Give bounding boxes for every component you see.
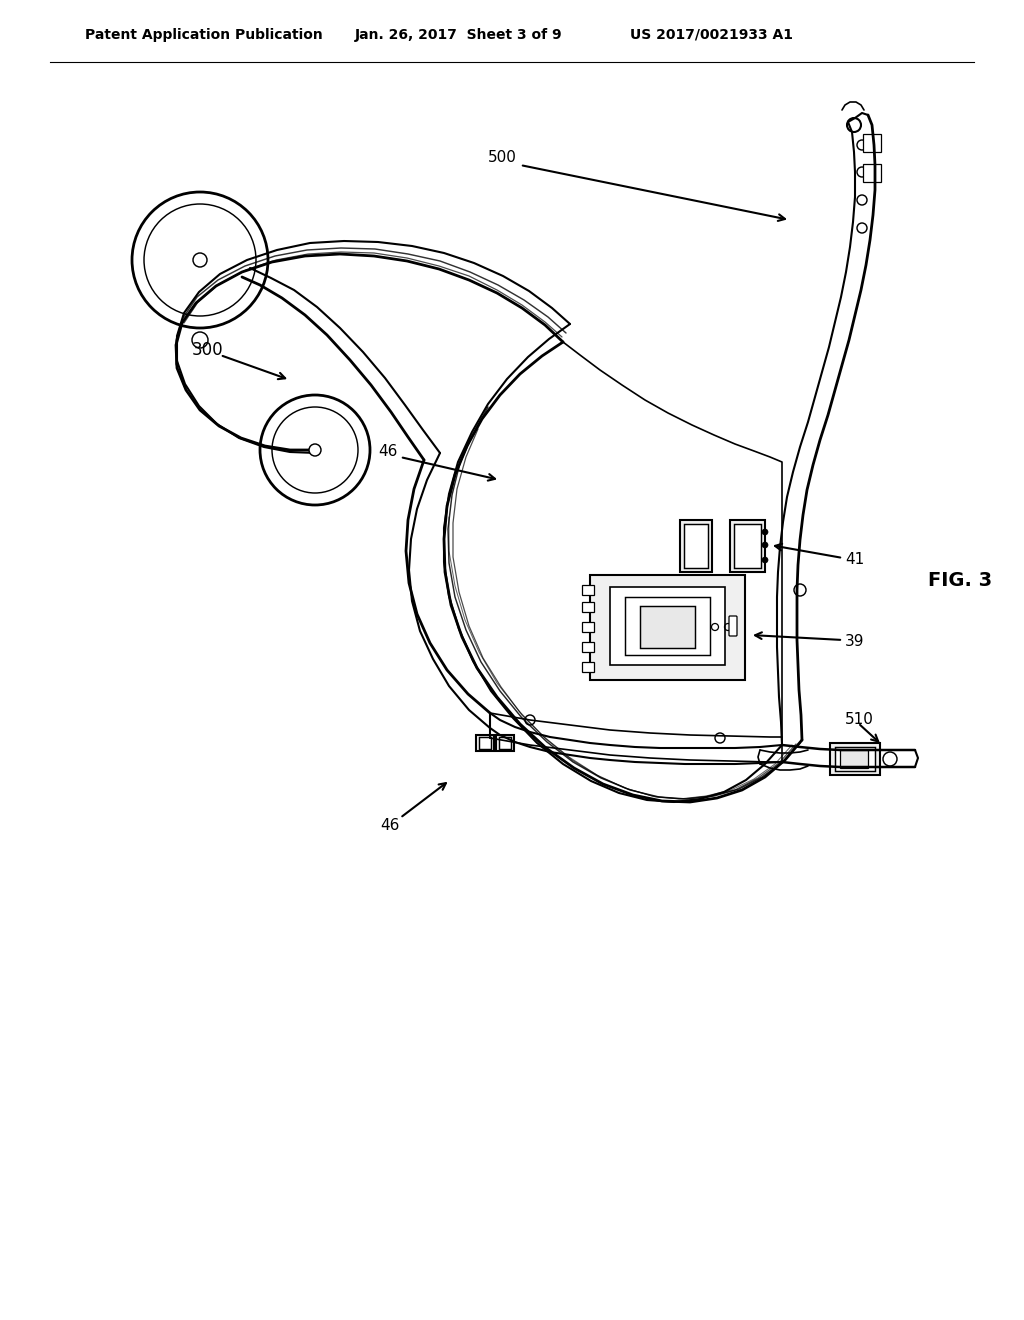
Circle shape — [193, 253, 207, 267]
Text: 46: 46 — [380, 817, 399, 833]
FancyBboxPatch shape — [496, 735, 514, 751]
FancyBboxPatch shape — [582, 642, 594, 652]
FancyBboxPatch shape — [479, 737, 490, 748]
FancyBboxPatch shape — [590, 576, 745, 680]
Text: 500: 500 — [488, 150, 517, 165]
Text: 41: 41 — [845, 553, 864, 568]
FancyBboxPatch shape — [863, 135, 881, 152]
FancyBboxPatch shape — [863, 164, 881, 182]
FancyBboxPatch shape — [582, 585, 594, 595]
FancyBboxPatch shape — [582, 622, 594, 632]
Text: 46: 46 — [378, 445, 397, 459]
FancyBboxPatch shape — [476, 735, 494, 751]
Text: FIG. 3: FIG. 3 — [928, 570, 992, 590]
FancyBboxPatch shape — [582, 602, 594, 612]
Circle shape — [762, 557, 768, 564]
FancyBboxPatch shape — [830, 743, 880, 775]
Text: 39: 39 — [845, 635, 864, 649]
FancyBboxPatch shape — [730, 520, 765, 572]
FancyBboxPatch shape — [729, 616, 737, 636]
FancyBboxPatch shape — [734, 524, 761, 568]
FancyBboxPatch shape — [625, 597, 710, 655]
FancyBboxPatch shape — [840, 750, 868, 768]
Circle shape — [762, 543, 768, 548]
Text: Patent Application Publication: Patent Application Publication — [85, 28, 323, 42]
Text: 300: 300 — [193, 341, 223, 359]
FancyBboxPatch shape — [582, 663, 594, 672]
FancyBboxPatch shape — [499, 737, 511, 748]
Text: Jan. 26, 2017  Sheet 3 of 9: Jan. 26, 2017 Sheet 3 of 9 — [355, 28, 562, 42]
Text: 510: 510 — [845, 713, 873, 727]
FancyBboxPatch shape — [680, 520, 712, 572]
FancyBboxPatch shape — [684, 524, 708, 568]
Circle shape — [762, 529, 768, 535]
FancyBboxPatch shape — [640, 606, 695, 648]
Text: US 2017/0021933 A1: US 2017/0021933 A1 — [630, 28, 793, 42]
Circle shape — [309, 444, 321, 455]
FancyBboxPatch shape — [610, 587, 725, 665]
FancyBboxPatch shape — [835, 747, 874, 771]
